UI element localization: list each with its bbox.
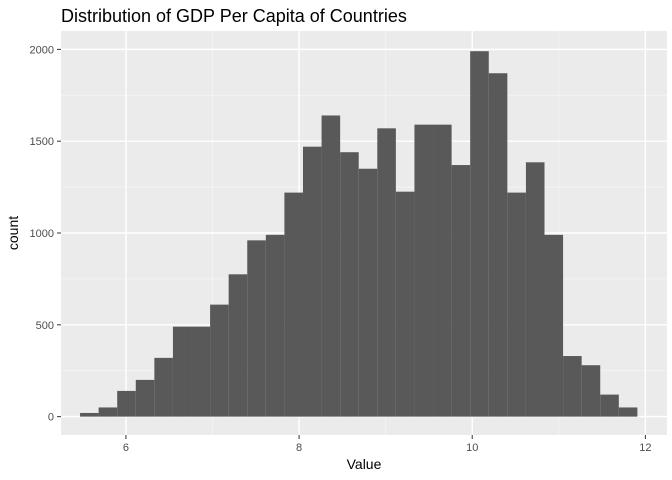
y-tick-label: 1500 xyxy=(30,136,54,148)
histogram-bar xyxy=(433,124,452,417)
x-tick-label: 6 xyxy=(123,442,129,454)
histogram-bar xyxy=(358,168,378,417)
histogram-bar xyxy=(265,234,285,417)
histogram-bar xyxy=(154,357,173,417)
y-tick-label: 500 xyxy=(36,320,54,332)
chart-title: Distribution of GDP Per Capita of Countr… xyxy=(61,6,407,26)
y-tick-label: 1000 xyxy=(30,228,54,240)
histogram-bar xyxy=(470,51,489,417)
histogram-bar xyxy=(117,390,136,417)
histogram-bar xyxy=(600,394,619,417)
histogram-bar xyxy=(395,191,415,417)
histogram-bar xyxy=(451,165,471,417)
histogram-bar xyxy=(525,162,545,417)
histogram-bar xyxy=(210,304,229,417)
y-axis: 0 500 1000 1500 2000 xyxy=(30,44,61,424)
histogram-bar xyxy=(488,73,508,417)
y-tick-label: 2000 xyxy=(30,44,54,56)
histogram-bar xyxy=(581,365,601,417)
histogram-bar xyxy=(544,234,564,417)
y-axis-title: count xyxy=(5,216,21,250)
histogram-bar xyxy=(135,379,155,417)
x-tick-label: 10 xyxy=(466,442,478,454)
histogram-bar xyxy=(228,274,248,417)
histogram-bar xyxy=(80,412,99,417)
x-axis-title: Value xyxy=(347,456,382,472)
histogram-bar xyxy=(172,326,192,417)
x-axis: 6 8 10 12 xyxy=(123,435,651,454)
histogram-bar xyxy=(98,407,118,417)
histogram-bar xyxy=(321,115,341,417)
histogram-bar xyxy=(618,407,638,417)
histogram-bar xyxy=(340,152,359,417)
histogram-bar xyxy=(302,146,322,417)
histogram-bar xyxy=(191,326,211,417)
y-tick-label: 0 xyxy=(48,412,54,424)
histogram-bar xyxy=(507,192,526,417)
histogram-bar xyxy=(247,240,266,417)
x-tick-label: 12 xyxy=(639,442,651,454)
histogram-bar xyxy=(563,356,582,417)
histogram-bar xyxy=(414,124,434,417)
x-tick-label: 8 xyxy=(296,442,302,454)
histogram-bars xyxy=(80,51,638,417)
histogram-bar xyxy=(377,128,396,417)
histogram-bar xyxy=(284,192,303,417)
